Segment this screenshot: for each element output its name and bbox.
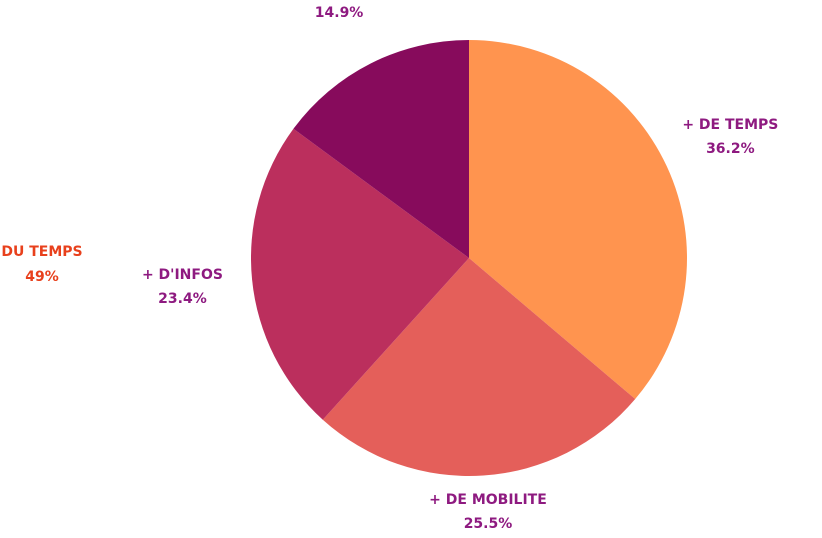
slice-label: + DE MOBILITE: [429, 492, 547, 508]
pie-slice: [469, 40, 687, 400]
slice-label: + DE TEMPS: [682, 117, 778, 133]
pie-slice: [293, 40, 469, 258]
slice-value-label: 36.2%: [706, 141, 755, 157]
pie-slice: [322, 258, 636, 476]
annotation: DU TEMPS: [1, 244, 82, 260]
annotation: 49%: [25, 269, 59, 285]
pie-slice: [251, 128, 469, 420]
slice-value-label: 23.4%: [158, 291, 207, 307]
slice-label: + D'INFOS: [142, 267, 223, 283]
slice-value-label: 25.5%: [464, 516, 513, 532]
slice-value-label: 14.9%: [315, 5, 364, 21]
